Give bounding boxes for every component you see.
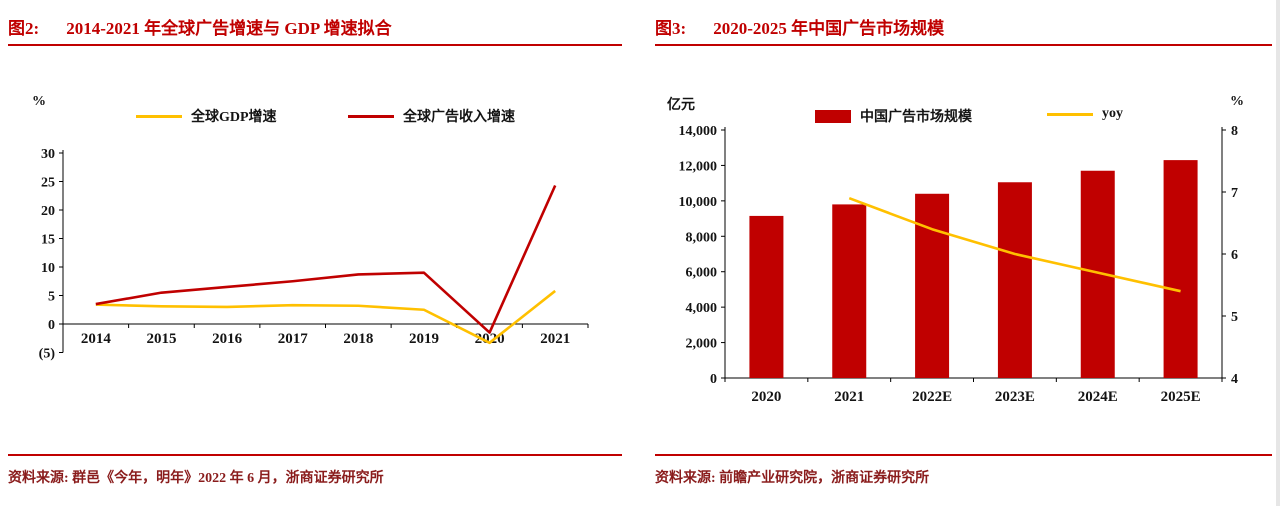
legend-item-yoy: yoy: [1047, 106, 1123, 122]
left-y-axis-tick-label: 4,000: [686, 301, 718, 316]
market-size-bar-swatch: [815, 109, 851, 123]
figure2-source: 资料来源: 群邑《今年，明年》2022 年 6 月，浙商证券研究所: [8, 471, 384, 486]
figure2-title-text: 2014-2021 年全球广告增速与 GDP 增速拟合: [66, 19, 392, 38]
figure3-label: 图3:: [655, 19, 687, 38]
x-axis-tick-label: 2022E: [912, 389, 952, 405]
y-axis-tick-label: 20: [41, 204, 55, 219]
y-axis-tick-label: 25: [41, 176, 55, 191]
figure3-left-axis-unit: 亿元: [667, 98, 695, 113]
x-axis-tick-label: 2021: [540, 331, 570, 347]
figure2-y-axis-unit: %: [32, 94, 46, 109]
ad-revenue-growth-legend-label: 全球广告收入增速: [403, 110, 515, 125]
market-size-bar: [915, 193, 950, 378]
ad-revenue-growth-line: [95, 184, 557, 334]
legend-item-gdp-growth: 全球GDP增速: [136, 106, 277, 126]
right-y-axis-tick-label: 7: [1231, 186, 1238, 201]
left-y-axis-tick-label: 0: [710, 372, 717, 387]
y-axis-tick-label: (5): [39, 347, 56, 362]
x-axis-tick-label: 2020: [751, 389, 781, 405]
yoy-legend-label: yoy: [1102, 106, 1123, 121]
legend-item-market-size: 中国广告市场规模: [815, 106, 972, 126]
gdp-growth-line-swatch: [136, 114, 182, 118]
market-size-bar: [997, 182, 1032, 378]
figure2-legend: 全球GDP增速 全球广告收入增速: [8, 106, 622, 128]
x-axis-tick-label: 2024E: [1078, 389, 1118, 405]
figure3-panel: 图3: 2020-2025 年中国广告市场规模 亿元 % 中国广告市场规模 yo…: [640, 0, 1280, 506]
x-axis-tick-label: 2025E: [1161, 389, 1201, 405]
figure2-label: 图2:: [8, 19, 40, 38]
left-y-axis-tick-label: 12,000: [679, 159, 718, 174]
market-size-bar: [749, 215, 784, 378]
figure2-source-rule: [8, 454, 622, 456]
gdp-growth-line: [95, 289, 556, 345]
figure3-bar-chart: 亿元 % 中国广告市场规模 yoy 0 2,000 4,000 6,000 8,000 1…: [655, 60, 1272, 452]
figure3-title: 图3: 2020-2025 年中国广告市场规模: [655, 14, 944, 39]
figure3-title-rule: [655, 44, 1272, 46]
figure3-source-rule: [655, 454, 1272, 456]
x-axis-tick-label: 2018: [343, 331, 373, 347]
y-axis-tick-label: 15: [41, 233, 55, 248]
left-y-axis-tick-label: 8,000: [686, 230, 718, 245]
figure3-title-text: 2020-2025 年中国广告市场规模: [713, 19, 945, 38]
x-axis-tick-label: 2021: [834, 389, 864, 405]
market-size-bar: [1163, 160, 1198, 378]
figure2-line-chart: % 全球GDP增速 全球广告收入增速 (5) 0 5 10 15 20 25 30 2014 20…: [8, 60, 622, 452]
bar-chart-canvas: 0 2,000 4,000 6,000 8,000 10,000 12,000 14,000 4…: [679, 124, 1239, 405]
right-y-axis-tick-label: 5: [1231, 310, 1238, 325]
figure3-source: 资料来源: 前瞻产业研究院，浙商证券研究所: [655, 471, 930, 486]
x-axis-tick-label: 2019: [409, 331, 439, 347]
x-axis-tick-label: 2014: [81, 331, 112, 347]
left-y-axis-tick-label: 14,000: [679, 124, 718, 139]
gdp-growth-legend-label: 全球GDP增速: [191, 110, 277, 125]
x-axis-tick-label: 2017: [278, 331, 309, 347]
x-axis-tick-label: 2020: [475, 331, 505, 347]
right-y-axis-tick-label: 8: [1231, 124, 1238, 139]
line-chart-canvas: (5) 0 5 10 15 20 25 30 2014 2015 2016 2017 2018 2019 2…: [39, 147, 589, 362]
figure2-panel: 图2: 2014-2021 年全球广告增速与 GDP 增速拟合 % 全球GDP增…: [8, 14, 622, 486]
figure3-legend: 中国广告市场规模 yoy: [655, 106, 1272, 128]
y-axis-tick-label: 0: [48, 318, 55, 333]
yoy-line-swatch: [1047, 112, 1093, 116]
figure2-title-rule: [8, 44, 622, 46]
left-y-axis-tick-label: 2,000: [686, 337, 718, 352]
right-y-axis-tick-label: 4: [1231, 372, 1238, 387]
figure3-right-axis-unit: %: [1230, 94, 1244, 109]
legend-item-ad-revenue-growth: 全球广告收入增速: [348, 106, 515, 126]
x-axis-tick-label: 2016: [212, 331, 243, 347]
y-axis-tick-label: 10: [41, 261, 55, 276]
market-size-legend-label: 中国广告市场规模: [860, 110, 972, 125]
x-axis-tick-label: 2015: [146, 331, 176, 347]
left-y-axis-tick-label: 6,000: [686, 266, 718, 281]
x-axis-tick-label: 2023E: [995, 389, 1035, 405]
ad-revenue-growth-line-swatch: [348, 114, 394, 118]
market-size-bar: [832, 204, 867, 378]
page-edge: [1276, 0, 1280, 506]
left-y-axis-tick-label: 10,000: [679, 195, 718, 210]
y-axis-tick-label: 5: [48, 290, 55, 305]
right-y-axis-tick-label: 6: [1231, 248, 1238, 263]
yoy-line: [848, 196, 1181, 293]
figure2-title: 图2: 2014-2021 年全球广告增速与 GDP 增速拟合: [8, 14, 392, 39]
y-axis-tick-label: 30: [41, 147, 55, 162]
